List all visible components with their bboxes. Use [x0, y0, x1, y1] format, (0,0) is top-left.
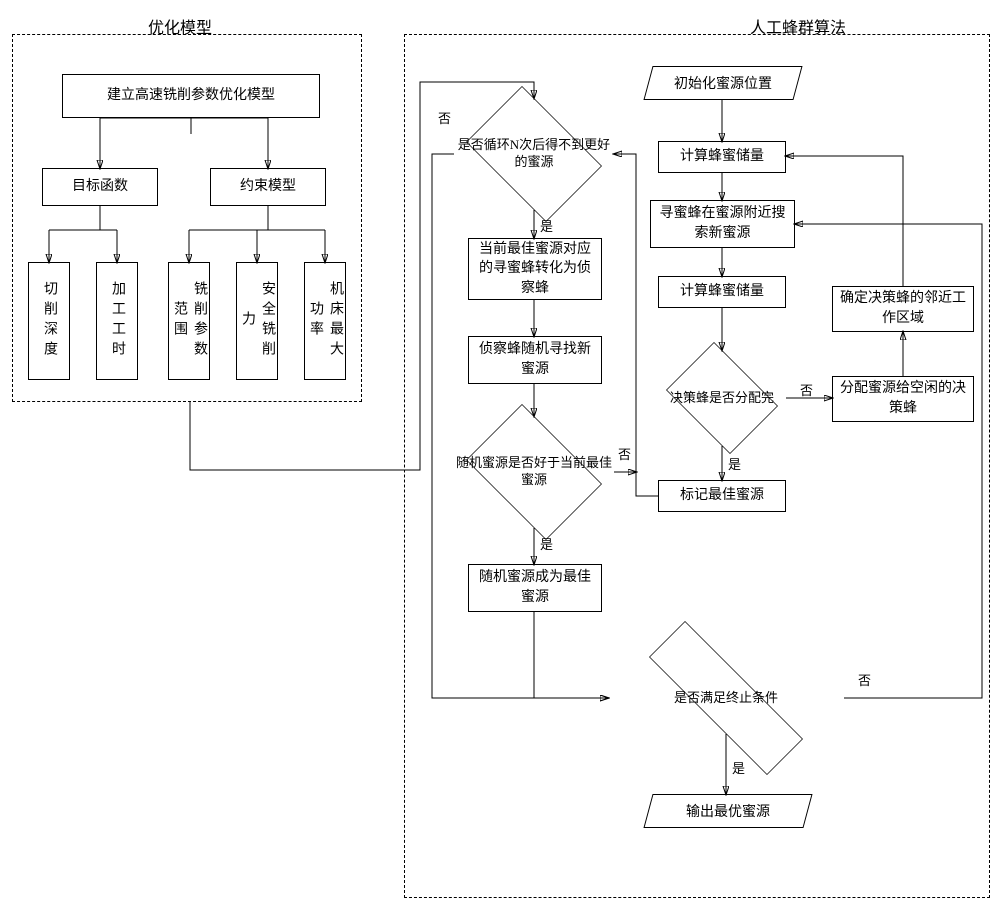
- lbl-rand-no: 否: [618, 444, 631, 463]
- rp-rand-best: 随机蜜源成为最佳蜜源: [468, 564, 602, 612]
- lbl-rand-yes: 是: [540, 534, 553, 553]
- rp-init: 初始化蜜源位置: [648, 66, 798, 100]
- rp-calc1: 计算蜂蜜储量: [658, 141, 786, 173]
- lp-obj: 目标函数: [42, 168, 158, 206]
- rp-rand-better: 随机蜜源是否好于当前最佳蜜源: [454, 416, 614, 528]
- rp-region: 确定决策蜂的邻近工作区域: [832, 286, 974, 332]
- lp-c4: 安全铣削力: [236, 262, 278, 380]
- lbl-alloc-yes: 是: [728, 454, 741, 473]
- rp-mark: 标记最佳蜜源: [658, 480, 786, 512]
- rp-alloc-done: 决策蜂是否分配完: [658, 350, 786, 446]
- lp-c1: 切削深度: [28, 262, 70, 380]
- lp-c5: 机床最大功率: [304, 262, 346, 380]
- lbl-term-yes: 是: [732, 758, 745, 777]
- lp-c3: 铣削参数范围: [168, 262, 210, 380]
- rp-output: 输出最优蜜源: [648, 794, 808, 828]
- lbl-term-no: 否: [858, 670, 871, 689]
- lbl-loop-yes: 是: [540, 216, 553, 235]
- lp-constraint: 约束模型: [210, 168, 326, 206]
- rp-search: 寻蜜蜂在蜜源附近搜索新蜜源: [650, 200, 795, 248]
- rp-term-check: 是否满足终止条件: [608, 662, 844, 734]
- rp-alloc: 分配蜜源给空闲的决策蜂: [832, 376, 974, 422]
- rp-loop-check: 是否循环N次后得不到更好的蜜源: [454, 98, 614, 210]
- rp-scout-find: 侦察蜂随机寻找新蜜源: [468, 336, 602, 384]
- lp-c2: 加工工时: [96, 262, 138, 380]
- rp-calc2: 计算蜂蜜储量: [658, 276, 786, 308]
- lbl-loop-no: 否: [438, 108, 451, 127]
- lp-top: 建立高速铣削参数优化模型: [62, 74, 320, 118]
- lbl-alloc-no: 否: [800, 380, 813, 399]
- rp-to-scout: 当前最佳蜜源对应的寻蜜蜂转化为侦察蜂: [468, 238, 602, 300]
